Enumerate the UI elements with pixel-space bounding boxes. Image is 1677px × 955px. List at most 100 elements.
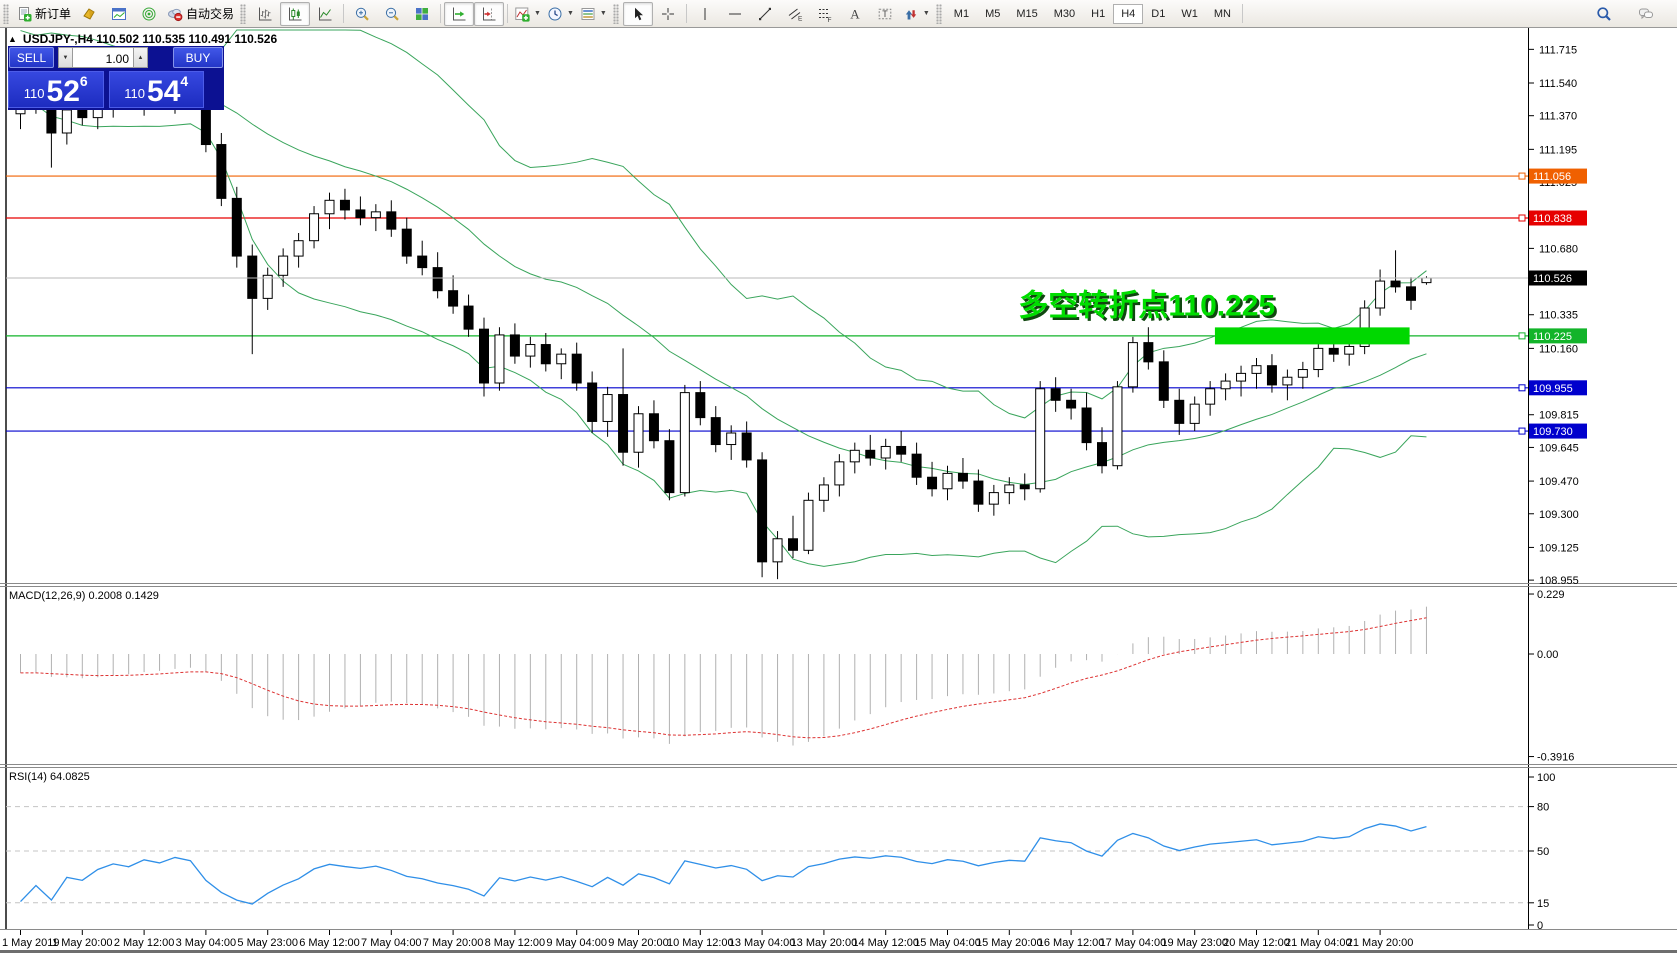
macd-signal-value: 0.1429 xyxy=(125,590,159,602)
candle xyxy=(648,413,659,442)
dropdown-caret-icon[interactable]: ▼ xyxy=(566,10,574,17)
candle xyxy=(401,228,412,257)
tf-m5[interactable]: M5 xyxy=(985,7,1001,20)
svg-text:109.815: 109.815 xyxy=(1539,410,1579,422)
tf-m15[interactable]: M15 xyxy=(1016,7,1038,20)
svg-text:19 May 23:00: 19 May 23:00 xyxy=(1161,937,1228,949)
svg-text:1 May 20:00: 1 May 20:00 xyxy=(52,937,113,949)
tf-d1[interactable]: D1 xyxy=(1151,7,1166,20)
svg-text:F: F xyxy=(827,16,831,21)
fibonacci-button[interactable]: F xyxy=(810,2,840,26)
candle xyxy=(1081,407,1092,444)
dropdown-caret-icon[interactable]: ▼ xyxy=(922,10,930,17)
new-order-button[interactable]: 新订单 xyxy=(13,2,74,26)
quotes-button[interactable] xyxy=(74,2,104,26)
bar-chart-button[interactable] xyxy=(250,2,280,26)
buy-price-box[interactable]: 110 54 4 xyxy=(108,71,204,108)
toolbar-grip[interactable] xyxy=(612,3,619,24)
tf-mn[interactable]: MN xyxy=(1213,7,1231,20)
tile-windows-button[interactable] xyxy=(407,2,437,26)
new-chart-button[interactable] xyxy=(104,2,134,26)
templates-button[interactable]: ▼ xyxy=(577,2,610,26)
indicators-button[interactable]: ▼ xyxy=(511,2,544,26)
autotrading-button[interactable]: 自动交易 xyxy=(164,2,237,26)
channel-glyph: E xyxy=(788,8,803,22)
toolbar-separator xyxy=(507,4,509,23)
candle xyxy=(216,144,227,199)
search-button[interactable] xyxy=(1589,2,1619,26)
candle xyxy=(587,382,598,422)
svg-text:0: 0 xyxy=(1537,920,1543,932)
level-lines xyxy=(6,175,1528,432)
candle-chart-glyph xyxy=(289,7,302,20)
candle xyxy=(1328,347,1339,355)
zoom-out-glyph xyxy=(385,7,399,21)
sell-price-box[interactable]: 110 52 6 xyxy=(8,71,104,108)
dropdown-caret-icon[interactable]: ▼ xyxy=(534,10,541,17)
candle xyxy=(525,344,536,357)
crosshair-glyph xyxy=(661,7,674,20)
horizontal-line-button[interactable] xyxy=(720,2,750,26)
svg-text:80: 80 xyxy=(1537,802,1549,814)
tf-w1[interactable]: W1 xyxy=(1181,7,1198,20)
candle xyxy=(788,538,798,551)
svg-text:109.645: 109.645 xyxy=(1539,442,1579,454)
chart-window-glyph xyxy=(112,7,127,20)
chart-shift-glyph xyxy=(483,7,496,20)
periods-button[interactable]: ▼ xyxy=(544,2,577,26)
candle xyxy=(231,197,242,257)
candle xyxy=(1359,307,1370,347)
buy-button[interactable]: BUY xyxy=(173,47,223,68)
channel-button[interactable]: E xyxy=(780,2,810,26)
tf-m30[interactable]: M30 xyxy=(1053,7,1076,20)
svg-text:14 May 12:00: 14 May 12:00 xyxy=(852,937,919,949)
sell-button[interactable]: SELL xyxy=(9,47,54,68)
svg-text:15 May 04:00: 15 May 04:00 xyxy=(914,937,981,949)
candle xyxy=(432,267,443,292)
volume-decrease-button[interactable]: ▼ xyxy=(58,47,73,68)
tline-glyph xyxy=(758,7,771,20)
buy-price-big: 54 xyxy=(147,75,181,108)
label-button[interactable]: T xyxy=(870,2,900,26)
candle xyxy=(1143,342,1154,363)
svg-text:20 May 12:00: 20 May 12:00 xyxy=(1223,937,1290,949)
price-quote-row: 110 52 6 110 54 4 xyxy=(8,71,204,108)
collapse-arrow-icon[interactable]: ▲ xyxy=(8,34,17,44)
toolbar-grip[interactable] xyxy=(240,3,247,24)
hline-glyph xyxy=(728,13,741,14)
line-chart-glyph xyxy=(319,7,332,20)
svg-text:0.229: 0.229 xyxy=(1537,589,1565,601)
tf-h1[interactable]: H1 xyxy=(1091,7,1106,20)
trendline-button[interactable] xyxy=(750,2,780,26)
zoom-out-button[interactable] xyxy=(377,2,407,26)
alerts-button[interactable] xyxy=(134,2,164,26)
candle xyxy=(1344,345,1355,355)
volume-increase-button[interactable]: ▲ xyxy=(133,47,148,68)
toolbar-grip[interactable] xyxy=(3,3,9,24)
zoom-in-button[interactable] xyxy=(347,2,377,26)
candle xyxy=(834,461,845,486)
chart-shift-button[interactable] xyxy=(474,1,505,26)
line-chart-button[interactable] xyxy=(310,2,340,26)
crosshair-button[interactable] xyxy=(653,2,683,26)
auto-scroll-button[interactable] xyxy=(444,1,475,26)
candlestick-chart-button[interactable] xyxy=(280,1,311,26)
candle xyxy=(77,109,88,119)
tf-h4[interactable]: H4 xyxy=(1113,3,1144,24)
cursor-button[interactable] xyxy=(622,1,653,26)
tf-m1[interactable]: M1 xyxy=(953,7,970,20)
volume-input[interactable]: 1.00 xyxy=(73,47,133,68)
svg-text:8 May 12:00: 8 May 12:00 xyxy=(485,937,546,949)
text-button[interactable]: A xyxy=(840,2,870,26)
svg-text:6 May 12:00: 6 May 12:00 xyxy=(299,937,360,949)
vertical-line-button[interactable] xyxy=(690,2,720,26)
arrows-button[interactable]: ▼ xyxy=(900,2,933,26)
candle xyxy=(571,353,582,384)
one-click-trading-panel: SELL ▼ 1.00 ▲ BUY 110 52 6 110 54 4 xyxy=(8,46,224,110)
chat-button[interactable] xyxy=(1631,2,1661,26)
toolbar-grip[interactable] xyxy=(935,3,942,24)
dropdown-caret-icon[interactable]: ▼ xyxy=(599,10,607,17)
candle xyxy=(247,255,258,299)
